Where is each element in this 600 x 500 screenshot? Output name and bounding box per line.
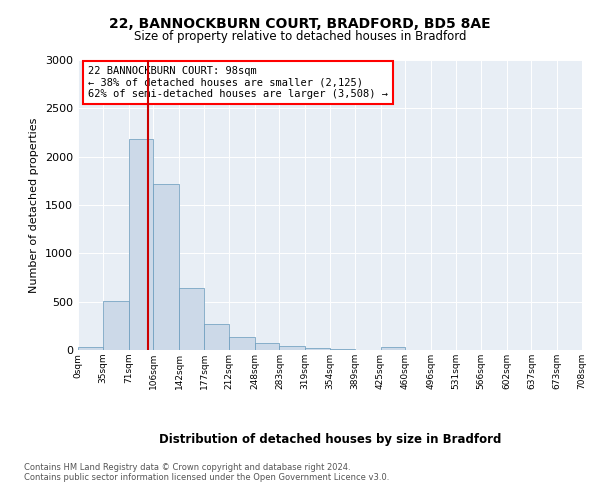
Bar xyxy=(380,347,406,350)
Text: Contains HM Land Registry data © Crown copyright and database right 2024.: Contains HM Land Registry data © Crown c… xyxy=(24,464,350,472)
Text: 22 BANNOCKBURN COURT: 98sqm
← 38% of detached houses are smaller (2,125)
62% of : 22 BANNOCKBURN COURT: 98sqm ← 38% of det… xyxy=(88,66,388,99)
Bar xyxy=(128,140,154,350)
Y-axis label: Number of detached properties: Number of detached properties xyxy=(29,118,40,292)
Text: 22, BANNOCKBURN COURT, BRADFORD, BD5 8AE: 22, BANNOCKBURN COURT, BRADFORD, BD5 8AE xyxy=(109,18,491,32)
Bar xyxy=(305,348,330,350)
Bar xyxy=(78,347,103,350)
Bar xyxy=(330,349,355,350)
Text: Distribution of detached houses by size in Bradford: Distribution of detached houses by size … xyxy=(159,432,501,446)
Bar xyxy=(179,288,204,350)
Bar xyxy=(280,346,305,350)
Text: Size of property relative to detached houses in Bradford: Size of property relative to detached ho… xyxy=(134,30,466,43)
Bar xyxy=(103,300,128,350)
Bar xyxy=(254,343,280,350)
Bar xyxy=(229,338,254,350)
Text: Contains public sector information licensed under the Open Government Licence v3: Contains public sector information licen… xyxy=(24,474,389,482)
Bar xyxy=(204,324,229,350)
Bar xyxy=(154,184,179,350)
